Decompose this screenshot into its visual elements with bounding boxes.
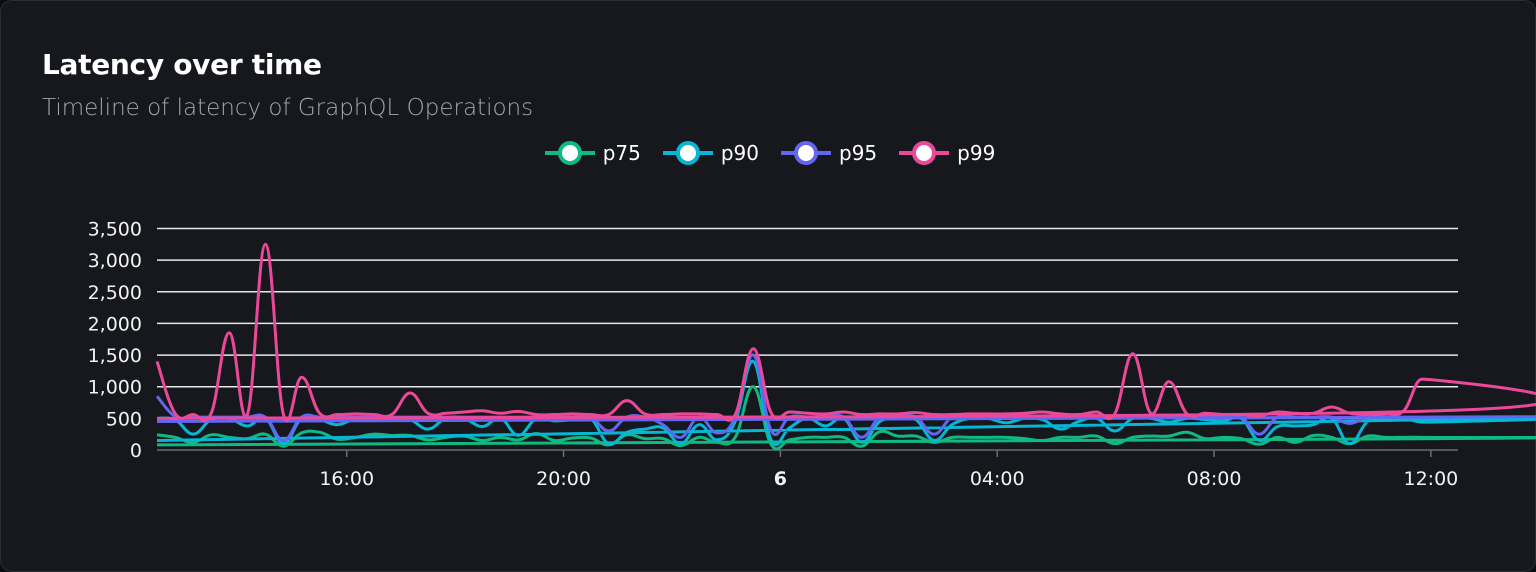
y-tick-label: 500 [106,408,142,430]
chart-subtitle: Timeline of latency of GraphQL Operation… [42,95,534,121]
y-tick-label: 1,000 [88,377,142,399]
series-line-p90 [156,359,1536,447]
x-tick-label: 6 [774,468,787,490]
x-tick-label: 20:00 [536,468,591,490]
chart-title: Latency over time [42,48,322,81]
legend-marker-icon [899,141,950,165]
x-tick-label: 04:00 [970,468,1025,490]
legend-marker-icon [662,141,713,165]
series-line-p75 [156,385,1536,451]
legend-marker-icon [781,141,831,165]
legend-item-p75[interactable]: p75 [544,140,641,166]
y-tick-label: 3,500 [88,219,142,241]
legend-label: p99 [957,141,996,165]
legend-label: p90 [720,141,759,165]
x-tick-label: 12:00 [1404,468,1459,490]
x-tick-label: 16:00 [319,468,374,490]
legend: p75 p90 p95 p99 [0,140,1536,166]
y-tick-label: 2,500 [88,282,142,304]
legend-item-p95[interactable]: p95 [781,140,877,166]
y-tick-label: 1,500 [88,345,142,367]
legend-item-p99[interactable]: p99 [899,140,995,166]
y-tick-label: 2,000 [88,313,142,335]
legend-marker-icon [544,141,595,165]
y-tick-label: 0 [130,440,142,462]
series-line-p99 [155,242,1536,423]
legend-label: p95 [839,141,878,165]
x-tick-label: 08:00 [1187,468,1242,490]
legend-label: p75 [602,141,641,165]
y-tick-label: 3,000 [88,250,142,272]
legend-item-p90[interactable]: p90 [662,140,759,166]
